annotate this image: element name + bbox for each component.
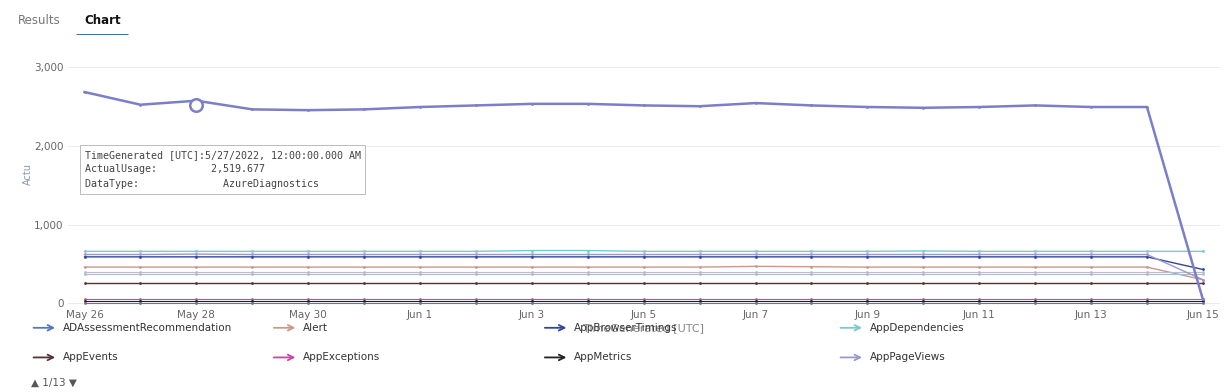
Y-axis label: Actu: Actu [22, 163, 33, 185]
Text: AppDependencies: AppDependencies [870, 323, 965, 333]
Text: AppMetrics: AppMetrics [574, 352, 632, 363]
Text: Results: Results [18, 14, 60, 27]
Text: Alert: Alert [303, 323, 328, 333]
Text: AppBrowserTimings: AppBrowserTimings [574, 323, 678, 333]
X-axis label: TimeGenerated [UTC]: TimeGenerated [UTC] [583, 323, 705, 333]
Text: TimeGenerated [UTC]:5/27/2022, 12:00:00.000 AM
ActualUsage:         2,519.677
Da: TimeGenerated [UTC]:5/27/2022, 12:00:00.… [85, 150, 361, 189]
Text: AppPageViews: AppPageViews [870, 352, 945, 363]
Text: ADAssessmentRecommendation: ADAssessmentRecommendation [63, 323, 232, 333]
Text: AppEvents: AppEvents [63, 352, 118, 363]
Text: ▲ 1/13 ▼: ▲ 1/13 ▼ [31, 377, 76, 387]
Text: Chart: Chart [84, 14, 121, 27]
Text: AppExceptions: AppExceptions [303, 352, 381, 363]
